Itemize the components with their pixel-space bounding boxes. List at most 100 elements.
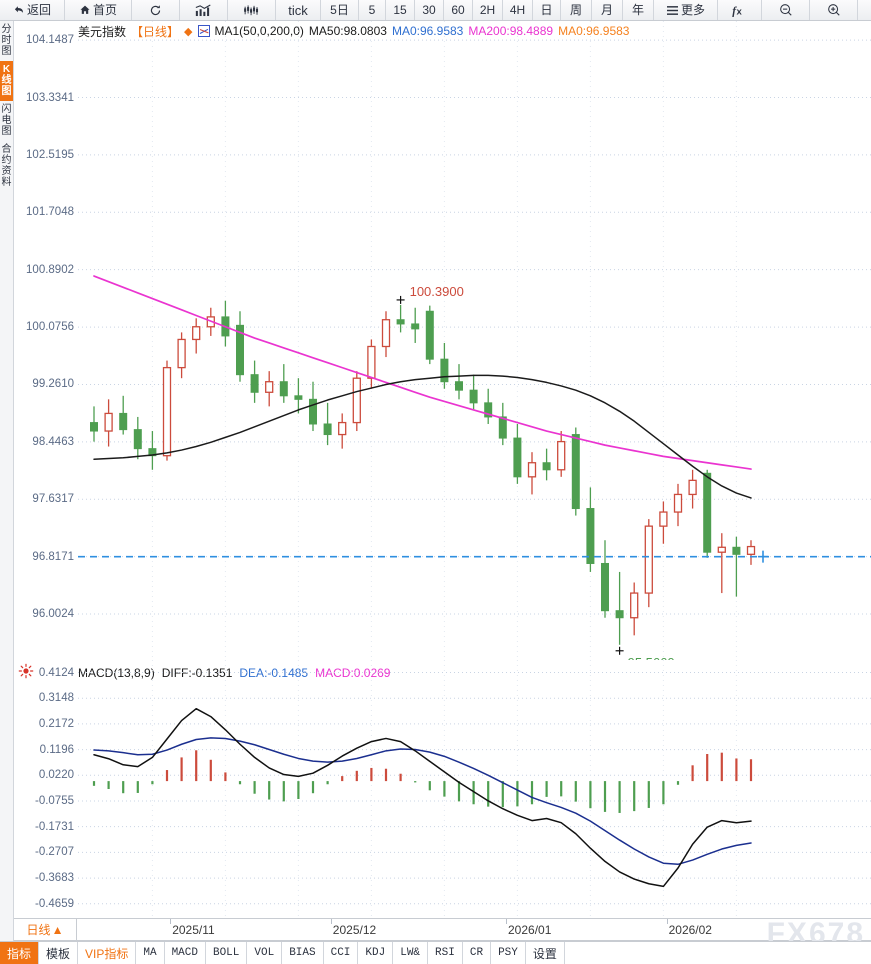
- indicator-indicators[interactable]: 指标: [0, 942, 40, 964]
- toolbar-day[interactable]: 日: [533, 0, 561, 20]
- mini-chart-icon[interactable]: [197, 25, 210, 37]
- price-axis-tick: 104.1487: [26, 34, 74, 47]
- indicator-rsi[interactable]: RSI: [428, 942, 463, 964]
- price-axis-tick: 100.0756: [26, 321, 74, 334]
- home-icon: [79, 4, 91, 16]
- indicator-cci[interactable]: CCI: [324, 942, 359, 964]
- bar-chart-icon: [195, 3, 212, 17]
- toolbar-zoom-out[interactable]: [762, 0, 810, 20]
- zoom-out-icon: [779, 3, 793, 17]
- indicator-boll[interactable]: BOLL: [206, 942, 248, 964]
- toolbar-year[interactable]: 年: [623, 0, 654, 20]
- candlestick-icon: [243, 4, 260, 17]
- toolbar-back-label: 返回: [26, 3, 51, 17]
- candlestick: [192, 318, 201, 354]
- candlestick: [673, 483, 683, 527]
- rail-item-time-share[interactable]: 分时图: [1, 24, 12, 57]
- toolbar-home-label: 首页: [92, 3, 117, 17]
- price-axis-tick: 99.2610: [32, 378, 74, 391]
- candlestick: [396, 304, 405, 333]
- toolbar-m15[interactable]: 15: [386, 0, 415, 20]
- toolbar-chart-type-candle[interactable]: [228, 0, 276, 20]
- toolbar-m60[interactable]: 60: [444, 0, 473, 20]
- indicator-kdj[interactable]: KDJ: [358, 942, 394, 964]
- svg-text:x: x: [736, 6, 742, 17]
- toolbar-home[interactable]: 首页: [65, 0, 132, 20]
- indicator-vip-indicators[interactable]: VIP指标: [78, 942, 137, 964]
- toolbar-month[interactable]: 月: [592, 0, 623, 20]
- sun-settings-icon[interactable]: [18, 663, 34, 679]
- period-label: 【日线】: [131, 24, 180, 39]
- macd-axis-tick: 0.4124: [38, 666, 74, 679]
- candlestick: [630, 582, 639, 636]
- price-axis-tick: 101.7048: [26, 206, 74, 219]
- macd-axis-tick: -0.4659: [34, 897, 74, 910]
- toolbar-five-day[interactable]: 5日: [321, 0, 359, 20]
- indicator-bias[interactable]: BIAS: [282, 942, 324, 964]
- refresh-icon: [149, 4, 162, 17]
- candlestick: [309, 381, 317, 432]
- toolbar-zoom-in[interactable]: [810, 0, 858, 20]
- macd-plot[interactable]: [78, 660, 871, 918]
- x-axis-tick: 2026/02: [668, 923, 712, 937]
- toolbar-year-label: 年: [631, 3, 644, 17]
- macd-macd-value: MACD:0.0269: [315, 666, 391, 680]
- candlestick: [133, 416, 142, 460]
- macd-axis-tick: -0.1731: [34, 820, 74, 833]
- period-selector-button[interactable]: 日线 ▲: [14, 919, 77, 940]
- price-plot[interactable]: 100.390095.5660: [78, 21, 871, 670]
- candlestick: [615, 571, 624, 645]
- indicator-cr[interactable]: CR: [463, 942, 492, 964]
- toolbar-h2[interactable]: 2H: [473, 0, 503, 20]
- indicator-ma[interactable]: MA: [136, 942, 165, 964]
- candlestick: [411, 307, 420, 343]
- indicator-settings[interactable]: 设置: [526, 942, 565, 964]
- rail-item-contract-info[interactable]: 合约资料: [1, 144, 12, 188]
- candlestick: [236, 311, 244, 382]
- rail-item-kline[interactable]: K线图: [0, 61, 13, 101]
- toolbar-day-label: 日: [540, 3, 553, 17]
- toolbar-more-label: 更多: [680, 3, 705, 17]
- toolbar-tick[interactable]: tick: [276, 0, 321, 20]
- candlestick: [527, 452, 537, 495]
- toolbar-week[interactable]: 周: [561, 0, 592, 20]
- macd-diff-value: DIFF:-0.1351: [161, 666, 233, 680]
- toolbar-m5-label: 5: [368, 3, 376, 17]
- candlestick: [542, 448, 551, 481]
- candlestick: [119, 395, 128, 435]
- indicator-vol[interactable]: VOL: [247, 942, 283, 964]
- candlestick: [90, 406, 98, 442]
- candlestick: [746, 540, 756, 565]
- candlestick: [265, 371, 274, 407]
- x-axis-tick-mark: [330, 919, 332, 924]
- candlestick: [323, 402, 332, 446]
- candlestick: [381, 311, 391, 358]
- candlestick: [732, 536, 741, 597]
- indicator-templates[interactable]: 模板: [39, 942, 79, 964]
- rail-item-lightning[interactable]: 闪电图: [1, 104, 12, 137]
- candlestick: [455, 364, 463, 400]
- toolbar-more[interactable]: 更多: [654, 0, 718, 20]
- candlestick: [659, 501, 668, 544]
- crosshair-icon[interactable]: ◆: [184, 25, 193, 38]
- price-pane: 104.1487 103.3341 102.5195 101.7048 100.8902…: [14, 21, 871, 670]
- toolbar-week-label: 周: [569, 3, 582, 17]
- indicator-lw[interactable]: LW&: [393, 942, 429, 964]
- indicator-macd[interactable]: MACD: [165, 942, 206, 964]
- macd-pane: 0.4124 0.3148 0.2172 0.1196 0.0220 -0.0755 -0.…: [14, 660, 871, 918]
- toolbar-refresh[interactable]: [132, 0, 180, 20]
- price-axis-tick: 98.4463: [32, 435, 74, 448]
- toolbar-m5[interactable]: 5: [359, 0, 386, 20]
- toolbar-back[interactable]: 返回: [0, 0, 65, 20]
- toolbar-chart-type-bar[interactable]: [180, 0, 228, 20]
- toolbar-h4[interactable]: 4H: [503, 0, 533, 20]
- candlestick: [338, 413, 347, 449]
- period-selector-label: 日线: [26, 923, 51, 937]
- indicator-psy[interactable]: PSY: [491, 942, 526, 964]
- toolbar-m30[interactable]: 30: [415, 0, 444, 20]
- candlestick: [688, 469, 697, 509]
- macd-title: MACD(13,8,9): [78, 666, 155, 680]
- toolbar-month-label: 月: [600, 3, 613, 17]
